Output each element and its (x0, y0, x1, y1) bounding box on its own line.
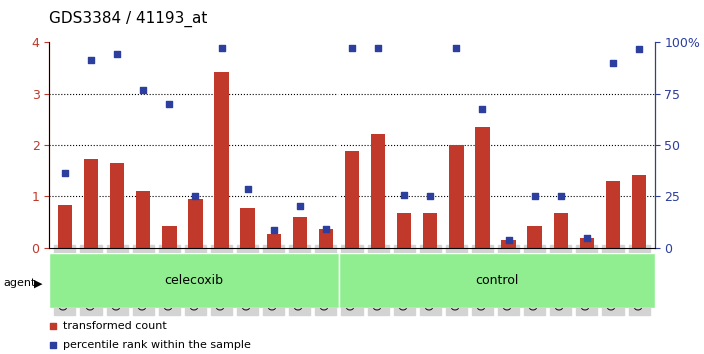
Point (137, 87, 149, 93)
Point (164, 101, 175, 107)
FancyBboxPatch shape (339, 253, 655, 308)
Bar (605, 181, 620, 248)
Point (242, 186, 253, 192)
Point (398, 193, 410, 198)
Point (555, 194, 567, 199)
Bar (475, 127, 490, 248)
Point (529, 194, 540, 199)
Bar (188, 199, 203, 248)
Point (503, 237, 514, 243)
Point (477, 106, 488, 112)
Point (346, 45, 358, 50)
Bar (632, 175, 646, 248)
Text: control: control (475, 274, 518, 287)
Point (268, 227, 279, 233)
Text: agent: agent (4, 278, 36, 288)
Point (372, 45, 384, 50)
Point (251, 77, 263, 83)
Point (634, 46, 645, 51)
Point (320, 226, 332, 232)
Bar (267, 234, 281, 248)
Point (425, 194, 436, 199)
Point (59, 170, 70, 176)
Bar (345, 151, 359, 248)
Point (582, 235, 593, 240)
Bar (110, 163, 125, 248)
Point (451, 45, 462, 50)
Bar (162, 226, 177, 248)
Bar (136, 191, 151, 248)
Bar (293, 217, 307, 248)
Point (294, 203, 306, 209)
Text: percentile rank within the sample: percentile rank within the sample (63, 340, 251, 350)
Point (216, 45, 227, 50)
Point (608, 60, 619, 66)
Bar (527, 226, 542, 248)
Text: ▶: ▶ (34, 278, 42, 288)
Bar (84, 159, 99, 248)
Bar (423, 213, 437, 248)
Bar (214, 72, 229, 248)
FancyBboxPatch shape (49, 253, 339, 308)
Bar (449, 145, 463, 248)
Text: celecoxib: celecoxib (165, 274, 224, 287)
Bar (319, 229, 333, 248)
Point (190, 194, 201, 199)
Bar (397, 213, 411, 248)
Point (85, 57, 96, 63)
Point (111, 51, 122, 57)
Bar (501, 240, 516, 248)
Text: GDS3384 / 41193_at: GDS3384 / 41193_at (49, 11, 208, 27)
Bar (241, 208, 255, 248)
Point (251, 245, 263, 250)
Bar (58, 205, 72, 248)
Bar (371, 134, 385, 248)
Bar (553, 213, 568, 248)
Bar (579, 238, 594, 248)
Text: transformed count: transformed count (63, 321, 167, 331)
